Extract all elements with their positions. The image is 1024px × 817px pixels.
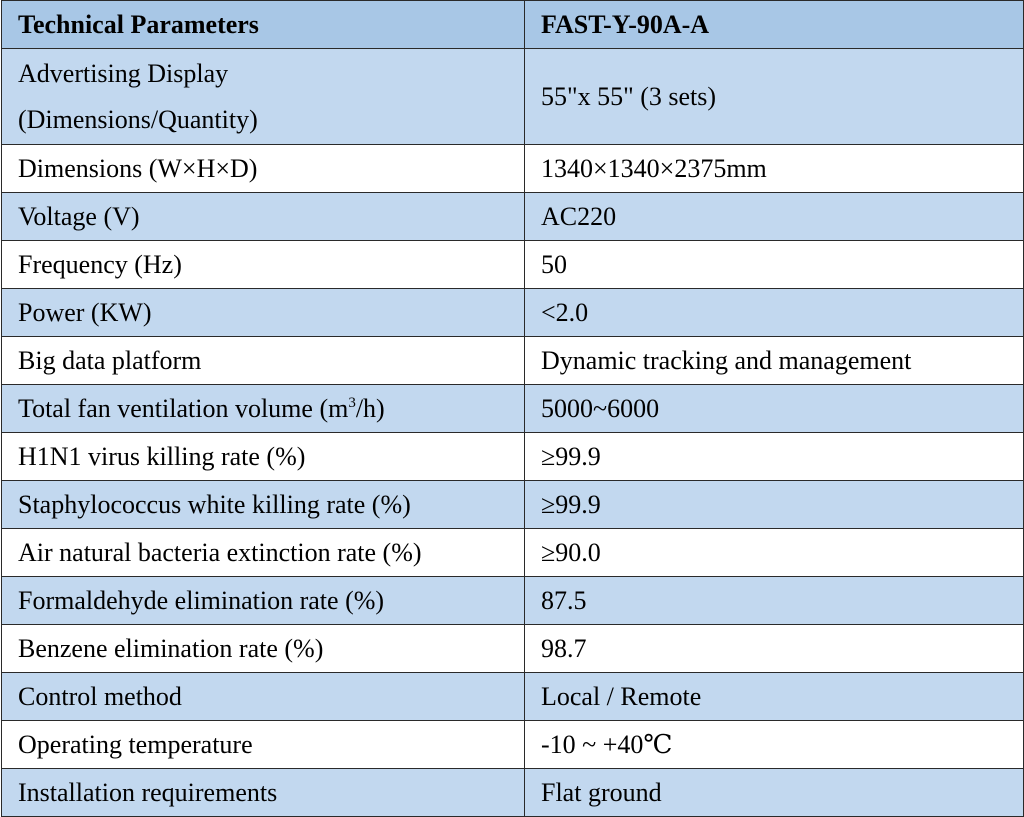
value-cell: Flat ground xyxy=(524,768,1024,817)
parameter-cell: Total fan ventilation volume (m3/h) xyxy=(1,384,525,433)
parameter-cell: H1N1 virus killing rate (%) xyxy=(1,432,525,481)
table-row: Total fan ventilation volume (m3/h) 5000… xyxy=(1,384,1024,433)
value-cell: 50 xyxy=(524,240,1024,289)
value-cell: 87.5 xyxy=(524,576,1024,625)
parameter-cell: Formaldehyde elimination rate (%) xyxy=(1,576,525,625)
parameter-cell: Voltage (V) xyxy=(1,192,525,241)
table-row: Voltage (V) AC220 xyxy=(1,192,1024,241)
table-row: Power (KW) <2.0 xyxy=(1,288,1024,337)
parameter-line-1: Advertising Display xyxy=(18,58,229,88)
table-row: Big data platform Dynamic tracking and m… xyxy=(1,336,1024,385)
table-row: Operating temperature -10 ~ +40℃ xyxy=(1,720,1024,769)
table-row: Benzene elimination rate (%) 98.7 xyxy=(1,624,1024,673)
parameter-line-2: (Dimensions/Quantity) xyxy=(18,104,258,134)
header-model: FAST-Y-90A-A xyxy=(524,0,1024,49)
table-row: Frequency (Hz) 50 xyxy=(1,240,1024,289)
table-row: Advertising Display (Dimensions/Quantity… xyxy=(1,48,1024,145)
parameter-cell: Staphylococcus white killing rate (%) xyxy=(1,480,525,529)
parameter-cell: Frequency (Hz) xyxy=(1,240,525,289)
parameter-cell: Air natural bacteria extinction rate (%) xyxy=(1,528,525,577)
value-cell: 98.7 xyxy=(524,624,1024,673)
parameter-cell: Operating temperature xyxy=(1,720,525,769)
parameter-suffix: /h) xyxy=(355,393,385,423)
value-cell: -10 ~ +40℃ xyxy=(524,720,1024,769)
table-header-row: Technical Parameters FAST-Y-90A-A xyxy=(1,0,1024,49)
parameter-superscript: 3 xyxy=(348,394,356,411)
value-cell: 55"x 55" (3 sets) xyxy=(524,48,1024,145)
parameter-prefix: Total fan ventilation volume (m xyxy=(18,393,349,423)
value-cell: ≥99.9 xyxy=(524,432,1024,481)
table-row: Dimensions (W×H×D) 1340×1340×2375mm xyxy=(1,144,1024,193)
parameter-cell: Advertising Display (Dimensions/Quantity… xyxy=(1,48,525,145)
parameter-cell: Dimensions (W×H×D) xyxy=(1,144,525,193)
value-cell: Local / Remote xyxy=(524,672,1024,721)
parameter-cell: Big data platform xyxy=(1,336,525,385)
value-cell: ≥90.0 xyxy=(524,528,1024,577)
value-cell: AC220 xyxy=(524,192,1024,241)
value-cell: 1340×1340×2375mm xyxy=(524,144,1024,193)
table-row: Staphylococcus white killing rate (%) ≥9… xyxy=(1,480,1024,529)
table-row: Installation requirements Flat ground xyxy=(1,768,1024,817)
value-cell: ≥99.9 xyxy=(524,480,1024,529)
parameter-cell: Installation requirements xyxy=(1,768,525,817)
table-row: Air natural bacteria extinction rate (%)… xyxy=(1,528,1024,577)
value-cell: <2.0 xyxy=(524,288,1024,337)
value-cell: 5000~6000 xyxy=(524,384,1024,433)
parameter-cell: Control method xyxy=(1,672,525,721)
parameter-cell: Power (KW) xyxy=(1,288,525,337)
value-cell: Dynamic tracking and management xyxy=(524,336,1024,385)
header-parameter: Technical Parameters xyxy=(1,0,525,49)
table-row: Formaldehyde elimination rate (%) 87.5 xyxy=(1,576,1024,625)
parameter-cell: Benzene elimination rate (%) xyxy=(1,624,525,673)
table-row: Control method Local / Remote xyxy=(1,672,1024,721)
table-row: H1N1 virus killing rate (%) ≥99.9 xyxy=(1,432,1024,481)
